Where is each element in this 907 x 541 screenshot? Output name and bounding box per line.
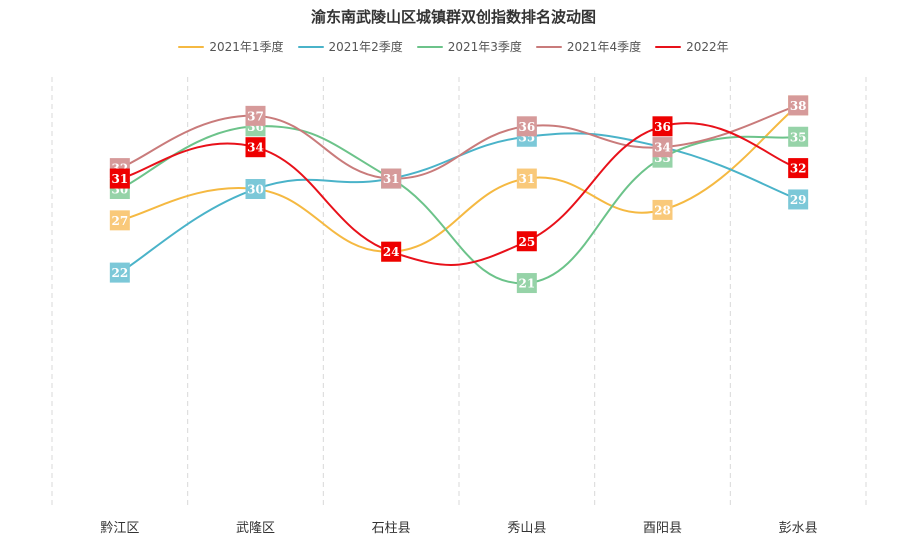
data-label-box bbox=[109, 262, 130, 283]
legend-item-q1[interactable]: 2021年1季度 bbox=[178, 38, 284, 55]
data-point[interactable]: 37 bbox=[245, 105, 266, 126]
data-label: 21 bbox=[518, 277, 535, 291]
legend-item-2022[interactable]: 2022年 bbox=[655, 38, 729, 55]
x-tick-label: 黔江区 bbox=[100, 521, 139, 536]
data-point[interactable]: 22 bbox=[109, 262, 130, 283]
data-point[interactable]: 36 bbox=[516, 116, 537, 137]
data-label: 28 bbox=[654, 203, 671, 217]
data-point[interactable]: 27 bbox=[109, 210, 130, 231]
legend-label-q4: 2021年4季度 bbox=[566, 40, 642, 54]
data-label-box bbox=[245, 179, 266, 199]
data-point[interactable]: 24 bbox=[381, 241, 402, 262]
x-tick-label: 武隆区 bbox=[236, 521, 275, 536]
data-label-box bbox=[381, 241, 402, 262]
data-label-box bbox=[788, 189, 809, 210]
legend-item-q3[interactable]: 2021年3季度 bbox=[416, 38, 522, 55]
data-label: 22 bbox=[111, 266, 128, 280]
series-line bbox=[119, 104, 799, 180]
data-point[interactable]: 29 bbox=[788, 189, 809, 210]
data-label: 31 bbox=[111, 172, 128, 186]
legend-item-q4[interactable]: 2021年4季度 bbox=[535, 38, 642, 55]
data-label: 29 bbox=[790, 193, 807, 207]
data-label: 24 bbox=[383, 245, 400, 259]
data-label-box bbox=[109, 168, 130, 189]
data-point[interactable]: 34 bbox=[245, 137, 266, 158]
data-label: 27 bbox=[111, 214, 128, 228]
data-point[interactable]: 34 bbox=[652, 137, 673, 158]
data-label: 37 bbox=[247, 109, 264, 123]
legend-label-2022: 2022年 bbox=[686, 40, 729, 54]
data-label-box bbox=[516, 116, 537, 137]
grid-layer bbox=[51, 77, 867, 508]
data-label: 36 bbox=[518, 120, 535, 134]
legend-item-q2[interactable]: 2021年2季度 bbox=[297, 38, 403, 55]
data-label: 31 bbox=[518, 172, 535, 186]
data-label-box bbox=[652, 116, 673, 137]
data-point[interactable]: 30 bbox=[245, 179, 266, 199]
series-line bbox=[119, 122, 799, 266]
data-label: 31 bbox=[383, 172, 400, 186]
data-label: 32 bbox=[790, 162, 807, 176]
data-label-box bbox=[109, 210, 130, 231]
data-point[interactable]: 25 bbox=[516, 231, 537, 252]
legend-swatch-2022 bbox=[655, 45, 682, 48]
data-label-box bbox=[516, 273, 537, 294]
data-label-box bbox=[516, 168, 537, 189]
series-line bbox=[119, 104, 799, 253]
data-label-box bbox=[652, 199, 673, 220]
data-point[interactable]: 35 bbox=[788, 126, 809, 147]
data-label-box bbox=[245, 137, 266, 158]
x-tick-label: 酉阳县 bbox=[643, 521, 682, 536]
data-label-box bbox=[652, 137, 673, 158]
data-point[interactable]: 31 bbox=[516, 168, 537, 189]
data-label-box bbox=[788, 126, 809, 147]
data-label: 35 bbox=[790, 130, 807, 144]
data-point[interactable]: 38 bbox=[788, 95, 809, 116]
chart-legend: 2021年1季度 2021年2季度 2021年3季度 2021年4季度 2022… bbox=[0, 38, 907, 55]
data-label-box bbox=[788, 95, 809, 116]
data-point[interactable]: 36 bbox=[652, 116, 673, 137]
x-tick-label: 秀山县 bbox=[507, 521, 546, 536]
data-labels: 2730243128382230313534293036312133353237… bbox=[109, 95, 809, 294]
data-label-box bbox=[788, 158, 809, 179]
legend-swatch-q3 bbox=[416, 45, 443, 48]
legend-label-q1: 2021年1季度 bbox=[209, 40, 284, 54]
data-point[interactable]: 32 bbox=[788, 158, 809, 179]
data-point[interactable]: 31 bbox=[381, 168, 402, 189]
series-line bbox=[119, 125, 799, 285]
data-label-box bbox=[245, 105, 266, 126]
data-label: 34 bbox=[247, 141, 264, 155]
series-lines bbox=[119, 104, 799, 285]
data-point[interactable]: 31 bbox=[109, 168, 130, 189]
chart-title: 渝东南武陵山区城镇群双创指数排名波动图 bbox=[310, 8, 596, 26]
legend-swatch-q4 bbox=[535, 45, 562, 48]
x-tick-label: 石柱县 bbox=[372, 521, 411, 536]
data-label: 34 bbox=[654, 141, 671, 155]
x-tick-label: 彭水县 bbox=[779, 521, 818, 536]
data-point[interactable]: 28 bbox=[652, 199, 673, 220]
x-axis: 黔江区 武隆区 石柱县 秀山县 酉阳县 彭水县 bbox=[100, 521, 817, 536]
legend-swatch-q1 bbox=[178, 45, 205, 48]
data-label: 38 bbox=[790, 99, 807, 113]
legend-label-q3: 2021年3季度 bbox=[447, 40, 522, 54]
legend-label-q2: 2021年2季度 bbox=[328, 40, 403, 54]
data-label-box bbox=[516, 231, 537, 252]
data-label: 25 bbox=[518, 235, 535, 249]
data-point[interactable]: 21 bbox=[516, 273, 537, 294]
data-label: 30 bbox=[247, 183, 264, 197]
legend-swatch-q2 bbox=[297, 45, 324, 48]
data-label: 36 bbox=[654, 120, 671, 134]
data-label-box bbox=[381, 168, 402, 189]
